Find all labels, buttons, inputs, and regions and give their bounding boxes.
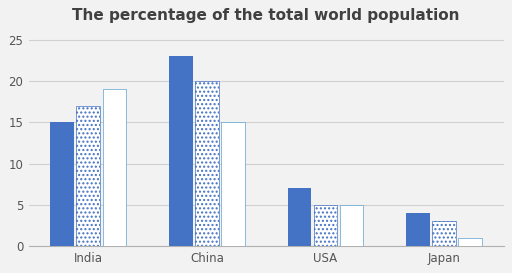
Bar bbox=[221, 122, 245, 246]
Bar bbox=[458, 238, 482, 246]
Bar bbox=[432, 221, 456, 246]
Bar bbox=[432, 221, 456, 246]
Bar bbox=[102, 89, 126, 246]
Bar bbox=[76, 106, 100, 246]
Bar bbox=[314, 205, 337, 246]
Bar bbox=[102, 89, 126, 246]
Bar bbox=[340, 205, 364, 246]
Bar bbox=[458, 238, 482, 246]
Bar bbox=[406, 213, 430, 246]
Title: The percentage of the total world population: The percentage of the total world popula… bbox=[73, 8, 460, 23]
Bar bbox=[221, 122, 245, 246]
Bar bbox=[195, 81, 219, 246]
Bar bbox=[195, 81, 219, 246]
Bar bbox=[76, 106, 100, 246]
Bar bbox=[340, 205, 364, 246]
Bar bbox=[50, 122, 74, 246]
Bar bbox=[288, 188, 311, 246]
Bar bbox=[169, 56, 193, 246]
Bar bbox=[314, 205, 337, 246]
